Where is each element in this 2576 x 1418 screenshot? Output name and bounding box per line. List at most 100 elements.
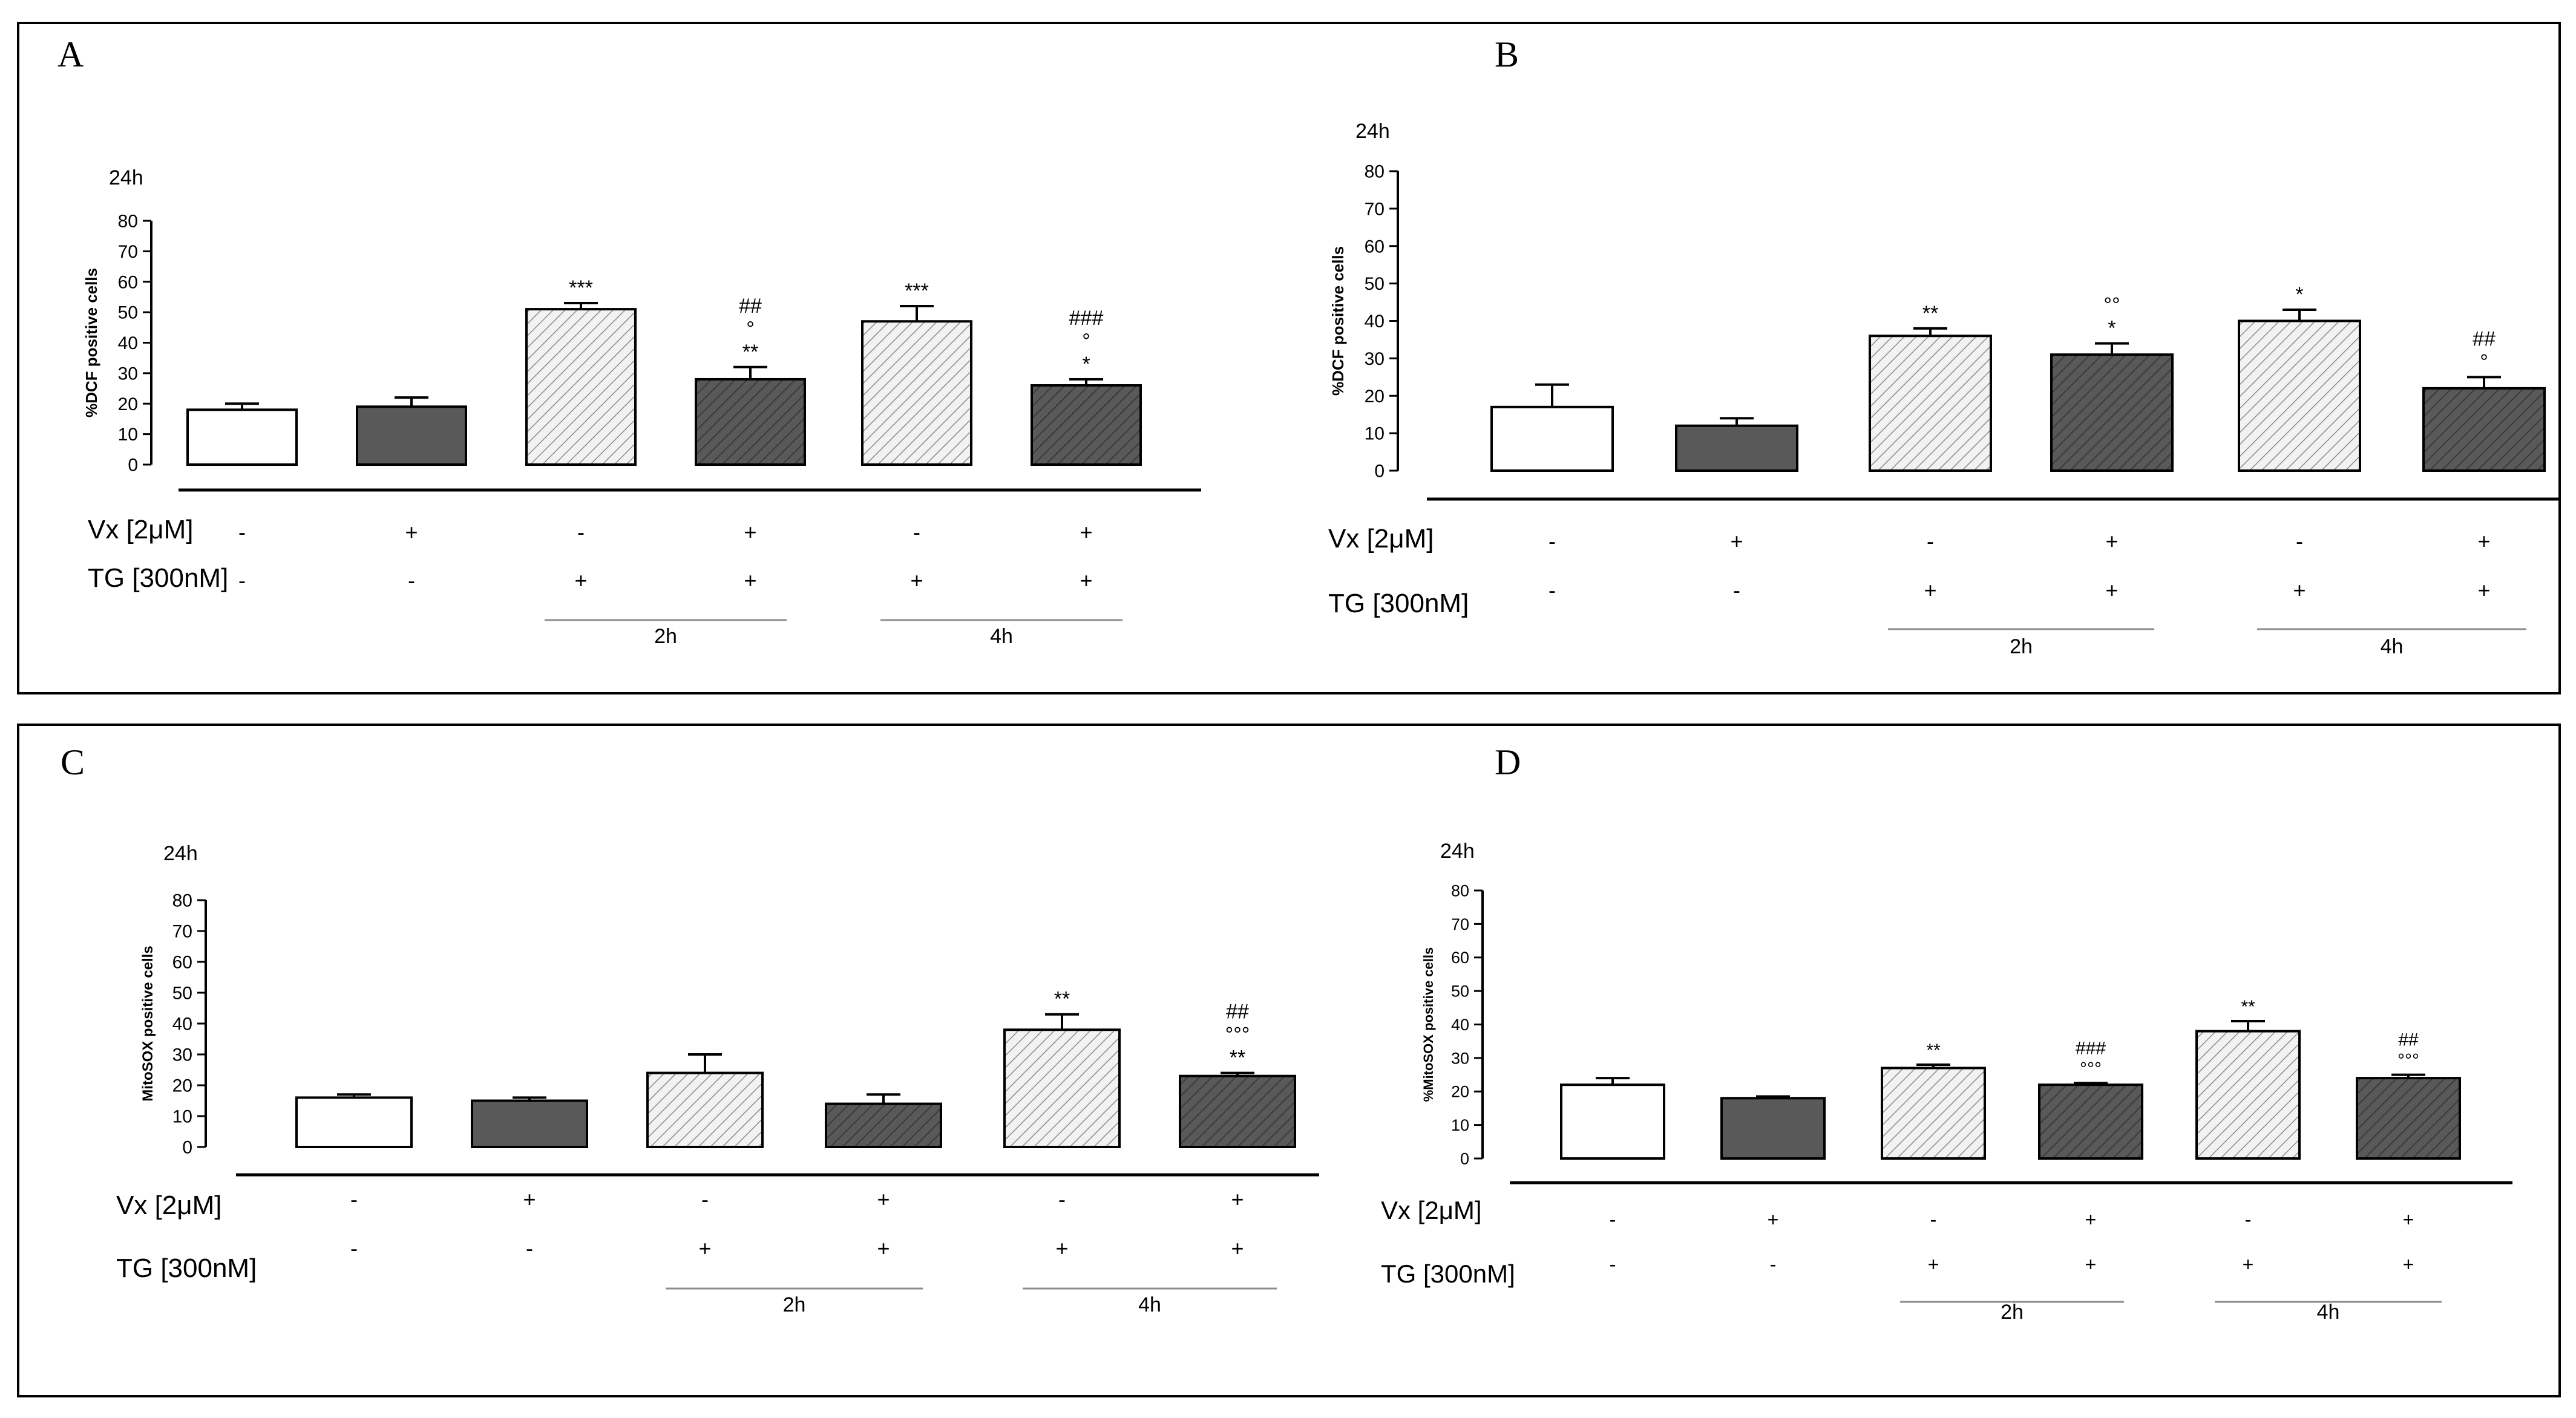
y-tick-label: 70 bbox=[1365, 199, 1385, 219]
time-label: 24h bbox=[1440, 840, 1475, 863]
y-tick-label: 0 bbox=[128, 456, 138, 475]
vx-symbol: + bbox=[744, 520, 756, 544]
vx-symbol: + bbox=[2477, 529, 2490, 554]
bar bbox=[2422, 387, 2546, 472]
significance-label: ** bbox=[1054, 988, 1070, 1011]
vx-symbol: - bbox=[913, 520, 920, 544]
significance-label: ° bbox=[2480, 350, 2488, 373]
tg-row-label: TG [300nM] bbox=[1328, 589, 1469, 618]
tg-symbol: + bbox=[2105, 578, 2118, 603]
y-tick-label: 10 bbox=[1365, 424, 1385, 444]
vx-symbol: - bbox=[1058, 1187, 1066, 1212]
y-axis-label: %MitoSOX positive cells bbox=[1421, 947, 1436, 1102]
vx-symbol: + bbox=[1231, 1187, 1244, 1212]
y-tick-label: 0 bbox=[1460, 1149, 1469, 1168]
y-axis-label: %DCF positive cells bbox=[1329, 246, 1347, 396]
bar bbox=[525, 308, 637, 466]
vx-row-label: Vx [2μM] bbox=[88, 515, 194, 544]
tg-symbol: - bbox=[1770, 1253, 1777, 1275]
bar bbox=[1881, 1067, 1986, 1160]
frame-bottom bbox=[17, 724, 2561, 1397]
bar bbox=[861, 320, 972, 466]
tg-symbol: - bbox=[1610, 1253, 1616, 1275]
significance-label: ** bbox=[1926, 1041, 1941, 1060]
vx-symbol: - bbox=[701, 1187, 709, 1212]
bar bbox=[2195, 1030, 2301, 1160]
y-tick-label: 50 bbox=[118, 303, 138, 323]
bar bbox=[2356, 1077, 2461, 1160]
bar bbox=[1179, 1074, 1296, 1148]
tg-symbol: + bbox=[1231, 1236, 1244, 1261]
tg-symbol: - bbox=[1549, 578, 1556, 603]
y-tick-label: 20 bbox=[1365, 387, 1385, 407]
y-tick-label: 50 bbox=[1365, 274, 1385, 294]
y-tick-label: 10 bbox=[172, 1107, 192, 1127]
time-label: 24h bbox=[109, 166, 143, 189]
vx-symbol: - bbox=[1549, 529, 1556, 554]
bar bbox=[1490, 405, 1614, 472]
y-tick-label: 70 bbox=[118, 242, 138, 262]
vx-symbol: - bbox=[2245, 1209, 2252, 1230]
bar bbox=[1675, 424, 1798, 472]
tg-symbol: + bbox=[744, 568, 756, 593]
panel-letter-d: D bbox=[1495, 742, 1521, 782]
group-label: 4h bbox=[2317, 1301, 2340, 1324]
significance-label: ## bbox=[2398, 1030, 2419, 1050]
y-tick-label: 80 bbox=[1365, 162, 1385, 182]
y-tick-label: 50 bbox=[1451, 982, 1469, 1001]
y-tick-label: 60 bbox=[172, 953, 192, 973]
significance-label: *** bbox=[905, 279, 929, 302]
vx-symbol: + bbox=[405, 520, 418, 544]
group-label: 4h bbox=[2381, 635, 2404, 658]
y-tick-label: 60 bbox=[1365, 237, 1385, 256]
y-axis-label: %DCF positive cells bbox=[82, 268, 100, 417]
y-tick-label: 40 bbox=[118, 333, 138, 353]
y-tick-label: 0 bbox=[182, 1138, 192, 1158]
bar bbox=[825, 1102, 942, 1148]
y-tick-label: 80 bbox=[118, 212, 138, 232]
vx-symbol: - bbox=[238, 520, 246, 544]
y-tick-label: 60 bbox=[1451, 949, 1469, 967]
tg-symbol: + bbox=[698, 1236, 711, 1261]
bar bbox=[356, 405, 467, 466]
bar bbox=[471, 1099, 588, 1148]
vx-symbol: - bbox=[577, 520, 585, 544]
tg-symbol: + bbox=[2403, 1253, 2414, 1275]
vx-row-label: Vx [2μM] bbox=[1381, 1196, 1482, 1224]
group-label: 4h bbox=[1138, 1293, 1161, 1316]
tg-row-label: TG [300nM] bbox=[1381, 1260, 1515, 1288]
chart-panel-d: 0 10 20 30 40 50 60 70 80 24h %MitoSOX positive ce… bbox=[1381, 840, 2512, 1324]
significance-label: ** bbox=[1922, 302, 1938, 325]
vx-symbol: + bbox=[1768, 1209, 1779, 1230]
vx-symbol: - bbox=[1610, 1209, 1616, 1230]
panel-letter-c: C bbox=[61, 742, 85, 782]
significance-label: * bbox=[2295, 283, 2303, 306]
y-tick-label: 30 bbox=[1451, 1049, 1469, 1067]
y-tick-label: 70 bbox=[172, 922, 192, 942]
tg-symbol: + bbox=[1924, 578, 1936, 603]
tg-symbol: - bbox=[408, 568, 415, 593]
y-tick-label: 20 bbox=[118, 394, 138, 414]
y-axis-label: MitoSOX positive cells bbox=[140, 946, 156, 1101]
y-tick-label: 40 bbox=[1451, 1016, 1469, 1034]
bar bbox=[295, 1096, 413, 1149]
tg-symbol: - bbox=[350, 1236, 358, 1261]
tg-symbol: + bbox=[1080, 568, 1092, 593]
tg-row-label: TG [300nM] bbox=[88, 563, 228, 593]
y-tick-label: 30 bbox=[1365, 349, 1385, 369]
significance-label: ° bbox=[1082, 330, 1090, 353]
bar bbox=[2038, 1083, 2143, 1160]
group-label: 2h bbox=[783, 1293, 806, 1316]
significance-label: °°° bbox=[1225, 1024, 1250, 1047]
tg-symbol: + bbox=[1928, 1253, 1939, 1275]
vx-symbol: - bbox=[350, 1187, 358, 1212]
significance-label: ## bbox=[1226, 1001, 1249, 1024]
y-tick-label: 10 bbox=[118, 425, 138, 445]
y-tick-label: 30 bbox=[172, 1045, 192, 1065]
significance-label: ## bbox=[2473, 327, 2496, 350]
significance-label: ° bbox=[746, 318, 755, 341]
bar bbox=[1560, 1083, 1665, 1160]
significance-label: °°° bbox=[2397, 1051, 2419, 1071]
significance-label: °° bbox=[2103, 294, 2120, 317]
group-label: 2h bbox=[654, 625, 677, 648]
